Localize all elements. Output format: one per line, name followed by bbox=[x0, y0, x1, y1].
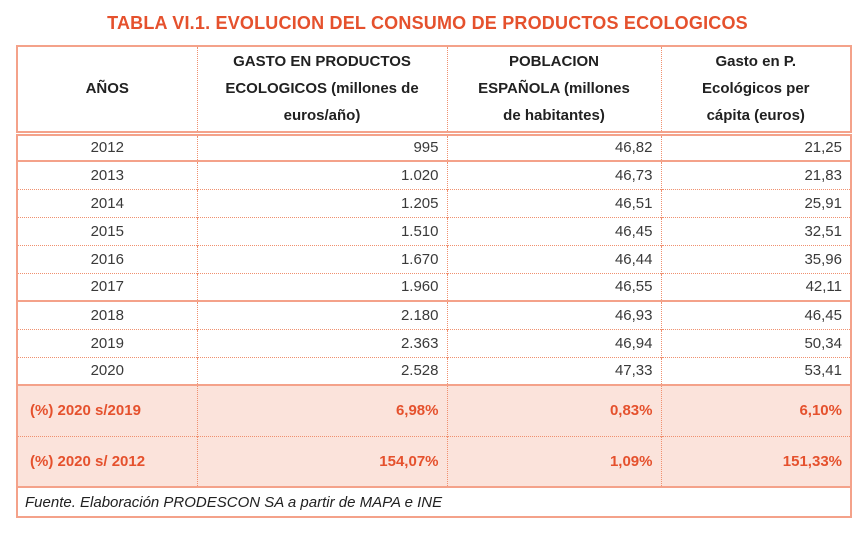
gasto-cell: 2.180 bbox=[196, 300, 447, 329]
percapita-cell: 53,41 bbox=[660, 356, 851, 385]
summary-percapita-cell: 6,10% bbox=[660, 384, 851, 436]
poblacion-cell: 47,33 bbox=[446, 356, 661, 385]
percapita-cell: 25,91 bbox=[660, 188, 851, 217]
col-header-poblacion: POBLACION ESPAÑOLA (millones de habitant… bbox=[446, 46, 661, 136]
gasto-cell: 2.363 bbox=[196, 328, 447, 357]
summary-poblacion-cell: 0,83% bbox=[446, 384, 661, 436]
percapita-cell: 42,11 bbox=[660, 272, 851, 301]
col-header-percapita: Gasto en P. Ecológicos per cápita (euros… bbox=[660, 46, 851, 136]
summary-poblacion-cell: 1,09% bbox=[446, 435, 661, 487]
percapita-cell: 21,83 bbox=[660, 160, 851, 189]
summary-row-2020-vs-2019: (%) 2020 s/2019 6,98% 0,83% 6,10% bbox=[17, 384, 851, 436]
gasto-cell: 1.960 bbox=[196, 272, 447, 301]
year-cell: 2020 bbox=[17, 356, 197, 385]
poblacion-cell: 46,94 bbox=[446, 328, 661, 357]
summary-gasto-cell: 6,98% bbox=[196, 384, 447, 436]
table-title: TABLA VI.1. EVOLUCION DEL CONSUMO DE PRO… bbox=[107, 13, 748, 33]
document-page: TABLA VI.1. EVOLUCION DEL CONSUMO DE PRO… bbox=[0, 13, 855, 518]
table-row: 2019 2.363 46,94 50,34 bbox=[17, 328, 851, 357]
gasto-cell: 1.510 bbox=[196, 216, 447, 245]
poblacion-cell: 46,44 bbox=[446, 244, 661, 273]
percapita-cell: 35,96 bbox=[660, 244, 851, 273]
table-row: 2017 1.960 46,55 42,11 bbox=[17, 272, 851, 301]
header-row: AÑOS GASTO EN PRODUCTOS ECOLOGICOS (mill… bbox=[17, 46, 851, 136]
table-row: 2020 2.528 47,33 53,41 bbox=[17, 356, 851, 385]
source-text: Fuente. Elaboración PRODESCON SA a parti… bbox=[17, 486, 851, 517]
year-cell: 2014 bbox=[17, 188, 197, 217]
gasto-cell: 2.528 bbox=[196, 356, 447, 385]
summary-label: (%) 2020 s/ 2012 bbox=[17, 435, 197, 487]
year-cell: 2012 bbox=[90, 139, 124, 157]
summary-percapita-cell: 151,33% bbox=[660, 435, 851, 487]
source-row: Fuente. Elaboración PRODESCON SA a parti… bbox=[17, 486, 851, 517]
year-cell: 2015 bbox=[17, 216, 197, 245]
gasto-cell: 995 bbox=[196, 133, 447, 161]
summary-label: (%) 2020 s/2019 bbox=[17, 384, 197, 436]
poblacion-cell: 46,82 bbox=[446, 133, 661, 161]
gasto-cell: 1.205 bbox=[196, 188, 447, 217]
year-cell: 2018 bbox=[17, 300, 197, 329]
col-header-anos: AÑOS bbox=[17, 46, 197, 136]
table-row: 2014 1.205 46,51 25,91 bbox=[17, 188, 851, 217]
percapita-cell: 50,34 bbox=[660, 328, 851, 357]
poblacion-cell: 46,93 bbox=[446, 300, 661, 329]
table-row: 2015 1.510 46,45 32,51 bbox=[17, 216, 851, 245]
year-cell: 2017 bbox=[17, 272, 197, 301]
table-row: 2016 1.670 46,44 35,96 bbox=[17, 244, 851, 273]
gasto-cell: 1.020 bbox=[196, 160, 447, 189]
percapita-cell: 46,45 bbox=[660, 300, 851, 329]
poblacion-cell: 46,45 bbox=[446, 216, 661, 245]
year-cell: 2019 bbox=[17, 328, 197, 357]
poblacion-cell: 46,55 bbox=[446, 272, 661, 301]
poblacion-cell: 46,73 bbox=[446, 160, 661, 189]
table-row: 2013 1.020 46,73 21,83 bbox=[17, 160, 851, 189]
col-header-gasto: GASTO EN PRODUCTOS ECOLOGICOS (millones … bbox=[196, 46, 447, 136]
summary-gasto-cell: 154,07% bbox=[196, 435, 447, 487]
consumption-table: AÑOS GASTO EN PRODUCTOS ECOLOGICOS (mill… bbox=[16, 45, 852, 518]
year-cell: 2013 bbox=[17, 160, 197, 189]
summary-row-2020-vs-2012: (%) 2020 s/ 2012 154,07% 1,09% 151,33% bbox=[17, 435, 851, 487]
year-cell: 2016 bbox=[17, 244, 197, 273]
percapita-cell: 21,25 bbox=[660, 133, 851, 161]
percapita-cell: 32,51 bbox=[660, 216, 851, 245]
gasto-cell: 1.670 bbox=[196, 244, 447, 273]
poblacion-cell: 46,51 bbox=[446, 188, 661, 217]
table-row: 2018 2.180 46,93 46,45 bbox=[17, 300, 851, 329]
table-row: 2012 995 46,82 21,25 bbox=[17, 133, 851, 161]
